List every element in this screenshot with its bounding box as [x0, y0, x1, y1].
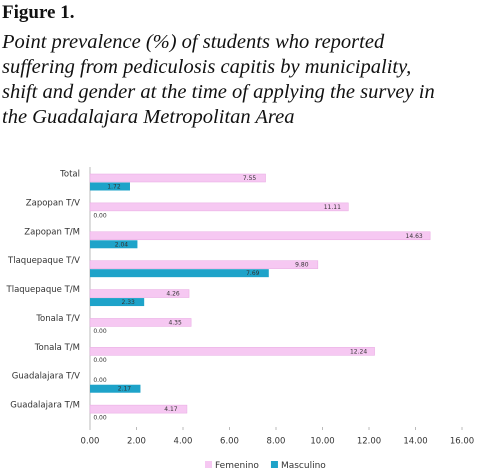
bar	[89, 202, 349, 212]
y-tick-label: Tonala T/M	[34, 343, 80, 353]
x-tick-label: 16.00	[450, 437, 474, 447]
bar	[90, 182, 130, 191]
value-label: 14.63	[406, 233, 423, 240]
value-label: 7.55	[243, 175, 257, 182]
y-tick-label: Zapopan T/V	[26, 198, 80, 208]
y-tick-label: Tlaquepaque T/M	[6, 285, 80, 295]
y-tick-label: Zapopan T/M	[24, 227, 80, 237]
y-tick-label: Guadalajara T/V	[12, 372, 80, 382]
y-tick-label: Tlaquepaque T/V	[7, 256, 80, 266]
y-tick-label: Total	[59, 170, 80, 180]
value-label: 2.17	[118, 386, 132, 393]
legend-label: Masculino	[281, 461, 326, 471]
caption-line: Point prevalence (%) of students who rep…	[2, 31, 385, 53]
bar	[90, 269, 269, 278]
x-tick-label: 14.00	[403, 437, 427, 447]
figure-label: Figure 1.	[2, 2, 75, 23]
bar	[89, 347, 375, 356]
x-tick-label: 0.00	[81, 437, 100, 447]
x-tick-label: 6.00	[220, 437, 239, 447]
value-label: 4.17	[164, 406, 178, 413]
legend-swatch	[270, 461, 278, 468]
value-label: 1.72	[107, 184, 121, 191]
x-tick-label: 12.00	[357, 437, 381, 447]
value-label: 2.04	[115, 241, 129, 248]
value-label: 4.26	[166, 291, 180, 298]
caption-line: shift and gender at the time of applying…	[2, 81, 435, 103]
value-label: 7.69	[246, 270, 260, 277]
value-label: 9.80	[295, 262, 309, 269]
x-tick-label: 8.00	[267, 437, 286, 447]
value-label: 0.00	[93, 357, 107, 364]
bar	[89, 404, 188, 414]
caption: Point prevalence (%) of students who rep…	[2, 30, 435, 130]
bar	[89, 289, 190, 298]
value-label: 0.00	[93, 415, 107, 422]
bar	[89, 318, 192, 327]
value-label: 0.00	[93, 212, 107, 219]
value-label: 4.35	[168, 319, 182, 326]
legend-swatch	[205, 461, 212, 468]
value-label: 12.24	[350, 348, 367, 355]
value-label: 2.33	[121, 299, 135, 306]
bar	[90, 298, 145, 307]
value-label: 0.00	[93, 377, 107, 384]
value-label: 11.11	[324, 204, 341, 211]
x-tick-label: 2.00	[127, 437, 146, 447]
x-tick-label: 10.00	[310, 437, 334, 447]
bar	[89, 173, 266, 183]
bar	[90, 240, 138, 249]
bar	[90, 384, 141, 393]
y-tick-label: Tonala T/V	[35, 314, 80, 324]
y-tick-label: Guadalajara T/M	[10, 401, 80, 411]
bar	[89, 231, 431, 241]
caption-line: the Guadalajara Metropolitan Area	[2, 106, 295, 128]
value-label: 0.00	[93, 328, 107, 335]
bar	[89, 260, 319, 269]
x-tick-label: 4.00	[174, 437, 193, 447]
legend-label: Femenino	[215, 461, 259, 471]
caption-line: suffering from pediculosis capitis by mu…	[2, 56, 412, 78]
